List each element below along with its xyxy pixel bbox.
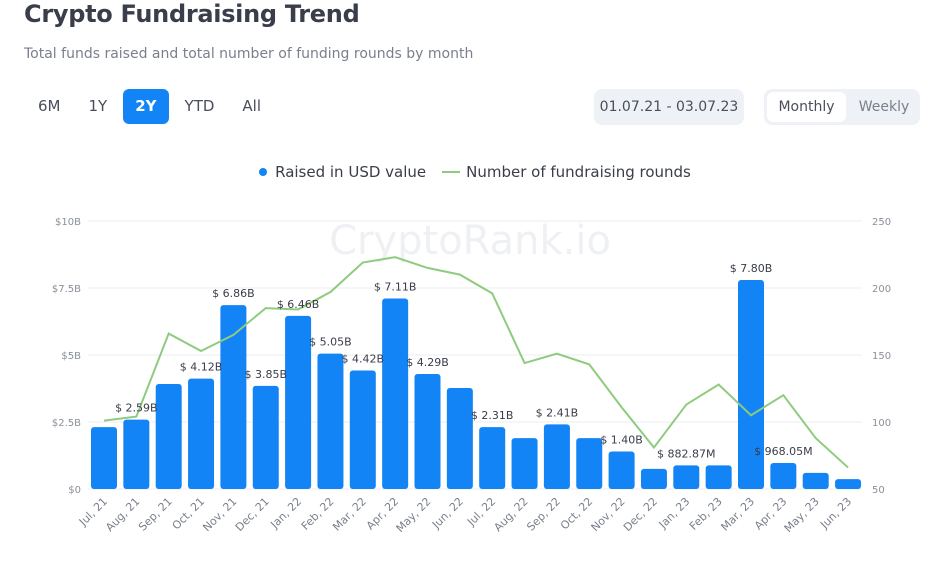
page-title: Crypto Fundraising Trend (24, 0, 360, 28)
data-label: $ 968.05M (754, 445, 812, 458)
page-subtitle: Total funds raised and total number of f… (24, 46, 474, 62)
bar (576, 438, 603, 489)
x-tick-label: Jan, 22 (267, 495, 304, 532)
bar (511, 438, 538, 489)
bar (705, 465, 732, 489)
legend-line-label[interactable]: Number of fundraising rounds (466, 162, 691, 181)
data-label: $ 2.59B (115, 402, 158, 415)
date-range-picker[interactable]: 01.07.21 - 03.07.23 (594, 89, 744, 125)
rounds-line (103, 256, 849, 469)
range-1y-button[interactable]: 1Y (88, 97, 108, 115)
chart-legend: Raised in USD value Number of fundraising… (0, 162, 950, 181)
bar (220, 305, 247, 489)
x-tick-label: Dec, 22 (621, 495, 660, 534)
interval-toggle: Monthly Weekly (764, 89, 920, 125)
x-tick-label: Mar, 23 (718, 495, 757, 534)
data-label: $ 4.29B (406, 356, 449, 369)
data-label: $ 1.40B (600, 433, 643, 446)
range-6m-button[interactable]: 6M (38, 97, 61, 115)
y-right-tick: 50 (872, 485, 885, 496)
y-right-tick: 100 (872, 418, 891, 429)
bar (123, 419, 150, 489)
range-all-button[interactable]: All (242, 97, 262, 115)
y-left-tick: $0 (68, 485, 81, 496)
data-label: $ 6.86B (212, 287, 255, 300)
range-ytd-button[interactable]: YTD (184, 97, 215, 115)
bar (188, 378, 215, 489)
data-label: $ 7.11B (374, 280, 417, 293)
bar (835, 479, 862, 489)
bar (349, 370, 376, 489)
legend-bar-label[interactable]: Raised in USD value (275, 162, 427, 181)
bar (446, 387, 473, 489)
bar (738, 279, 764, 489)
bar (382, 298, 409, 489)
x-tick-label: Jun, 22 (429, 495, 466, 532)
y-right-tick: 150 (872, 351, 891, 362)
data-label: $ 6.46B (277, 298, 320, 311)
legend-line-marker (442, 170, 461, 173)
data-label: $ 4.12B (180, 361, 223, 374)
legend-bar-marker (259, 167, 268, 176)
x-tick-label: Nov, 21 (200, 495, 239, 534)
x-tick-label: Feb, 22 (299, 495, 337, 533)
bar (414, 374, 441, 489)
data-label: $ 2.41B (536, 406, 579, 419)
monthly-option[interactable]: Monthly (767, 92, 846, 122)
x-tick-label: Mar, 22 (330, 495, 369, 534)
range-selector: 6M 1Y 2Y YTD All (26, 89, 273, 124)
data-label: $ 4.42B (342, 353, 385, 366)
y-right-tick: 250 (872, 217, 891, 228)
bar (543, 424, 570, 489)
bar (317, 353, 344, 489)
bar (608, 451, 635, 489)
x-tick-label: Jan, 23 (656, 495, 693, 532)
data-label: $ 3.85B (244, 368, 287, 381)
data-label: $ 5.05B (309, 336, 352, 349)
x-tick-label: Dec, 21 (233, 495, 272, 534)
x-tick-label: Aug, 22 (491, 495, 530, 534)
bar (252, 385, 279, 489)
y-left-tick: $7.5B (52, 284, 81, 295)
y-right-tick: 200 (872, 284, 891, 295)
x-tick-label: May, 23 (782, 495, 822, 535)
bar (770, 463, 797, 489)
bar (155, 383, 182, 489)
y-left-tick: $2.5B (52, 418, 81, 429)
x-tick-label: May, 22 (394, 495, 434, 535)
bar (802, 472, 829, 489)
bar (91, 427, 117, 489)
x-tick-label: Jun, 23 (817, 495, 854, 532)
x-tick-label: Nov, 22 (588, 495, 627, 534)
data-label: $ 7.80B (730, 262, 773, 275)
y-left-tick: $5B (61, 351, 81, 362)
bar (285, 315, 312, 489)
bar (640, 468, 667, 489)
bar (673, 465, 700, 489)
x-tick-label: Feb, 23 (687, 495, 725, 533)
x-tick-label: Sep, 22 (524, 495, 563, 534)
bar (479, 427, 506, 489)
x-tick-label: Sep, 21 (136, 495, 175, 534)
y-left-tick: $10B (55, 217, 81, 228)
watermark: CryptoRank.io (329, 218, 611, 264)
range-2y-button[interactable]: 2Y (123, 89, 169, 124)
x-tick-label: Aug, 21 (103, 495, 142, 534)
data-label: $ 882.87M (657, 447, 715, 460)
weekly-option[interactable]: Weekly (858, 99, 910, 115)
data-label: $ 2.31B (471, 409, 514, 422)
